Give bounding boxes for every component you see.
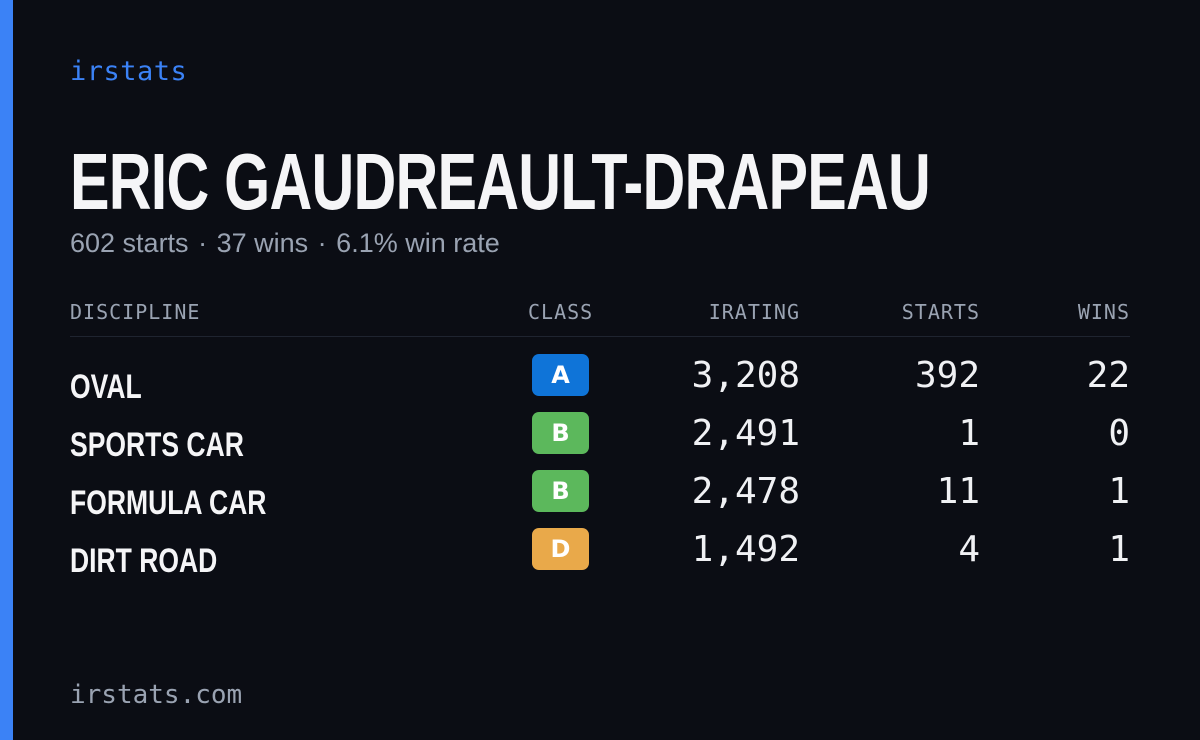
class-badge: D — [532, 528, 589, 570]
wins-value: 22 — [1086, 355, 1130, 396]
table-header: DISCIPLINE CLASS IRATING STARTS WINS — [70, 300, 1130, 337]
wins-value: 1 — [1108, 529, 1130, 570]
class-badge: A — [532, 354, 589, 396]
starts-value: 1 — [958, 413, 980, 454]
discipline-label: DIRT ROAD — [70, 542, 218, 580]
table-row: DIRT ROAD D 1,492 4 1 — [70, 524, 1130, 582]
summary-starts: 602 starts — [70, 228, 189, 258]
accent-bar — [0, 0, 13, 740]
header-discipline: DISCIPLINE — [70, 300, 201, 324]
summary-win-rate: 6.1% win rate — [336, 228, 500, 258]
table-row: SPORTS CAR B 2,491 1 0 — [70, 408, 1130, 466]
discipline-cell: DIRT ROAD — [70, 536, 470, 586]
class-badge: B — [532, 470, 589, 512]
summary-separator: · — [317, 228, 327, 258]
stats-table-body: OVAL A 3,208 392 22 SPORTS CAR B 2,491 1… — [70, 350, 1130, 582]
irating-value: 2,491 — [691, 413, 800, 454]
header-wins: WINS — [1077, 300, 1130, 324]
discipline-cell: OVAL — [70, 362, 470, 412]
irating-value: 2,478 — [691, 471, 800, 512]
class-badge: B — [532, 412, 589, 454]
header-class: CLASS — [528, 300, 594, 324]
footer-url[interactable]: irstats.com — [70, 680, 243, 710]
brand-logo[interactable]: irstats — [70, 56, 188, 87]
starts-value: 4 — [958, 529, 980, 570]
discipline-cell: SPORTS CAR — [70, 420, 470, 470]
driver-name: ERIC GAUDREAULT-DRAPEAU — [70, 137, 931, 226]
discipline-label: FORMULA CAR — [70, 484, 267, 522]
driver-name-container: ERIC GAUDREAULT-DRAPEAU — [70, 140, 1030, 224]
driver-summary: 602 starts · 37 wins · 6.1% win rate — [70, 228, 500, 259]
discipline-label: SPORTS CAR — [70, 426, 244, 464]
irating-value: 1,492 — [691, 529, 800, 570]
wins-value: 1 — [1108, 471, 1130, 512]
header-irating: IRATING — [708, 300, 800, 324]
table-row: OVAL A 3,208 392 22 — [70, 350, 1130, 408]
discipline-cell: FORMULA CAR — [70, 478, 470, 528]
table-row: FORMULA CAR B 2,478 11 1 — [70, 466, 1130, 524]
header-starts: STARTS — [901, 300, 980, 324]
summary-wins: 37 wins — [216, 228, 309, 258]
irating-value: 3,208 — [691, 355, 800, 396]
starts-value: 11 — [936, 471, 980, 512]
starts-value: 392 — [914, 355, 980, 396]
wins-value: 0 — [1108, 413, 1130, 454]
discipline-label: OVAL — [70, 368, 142, 406]
summary-separator: · — [198, 228, 208, 258]
